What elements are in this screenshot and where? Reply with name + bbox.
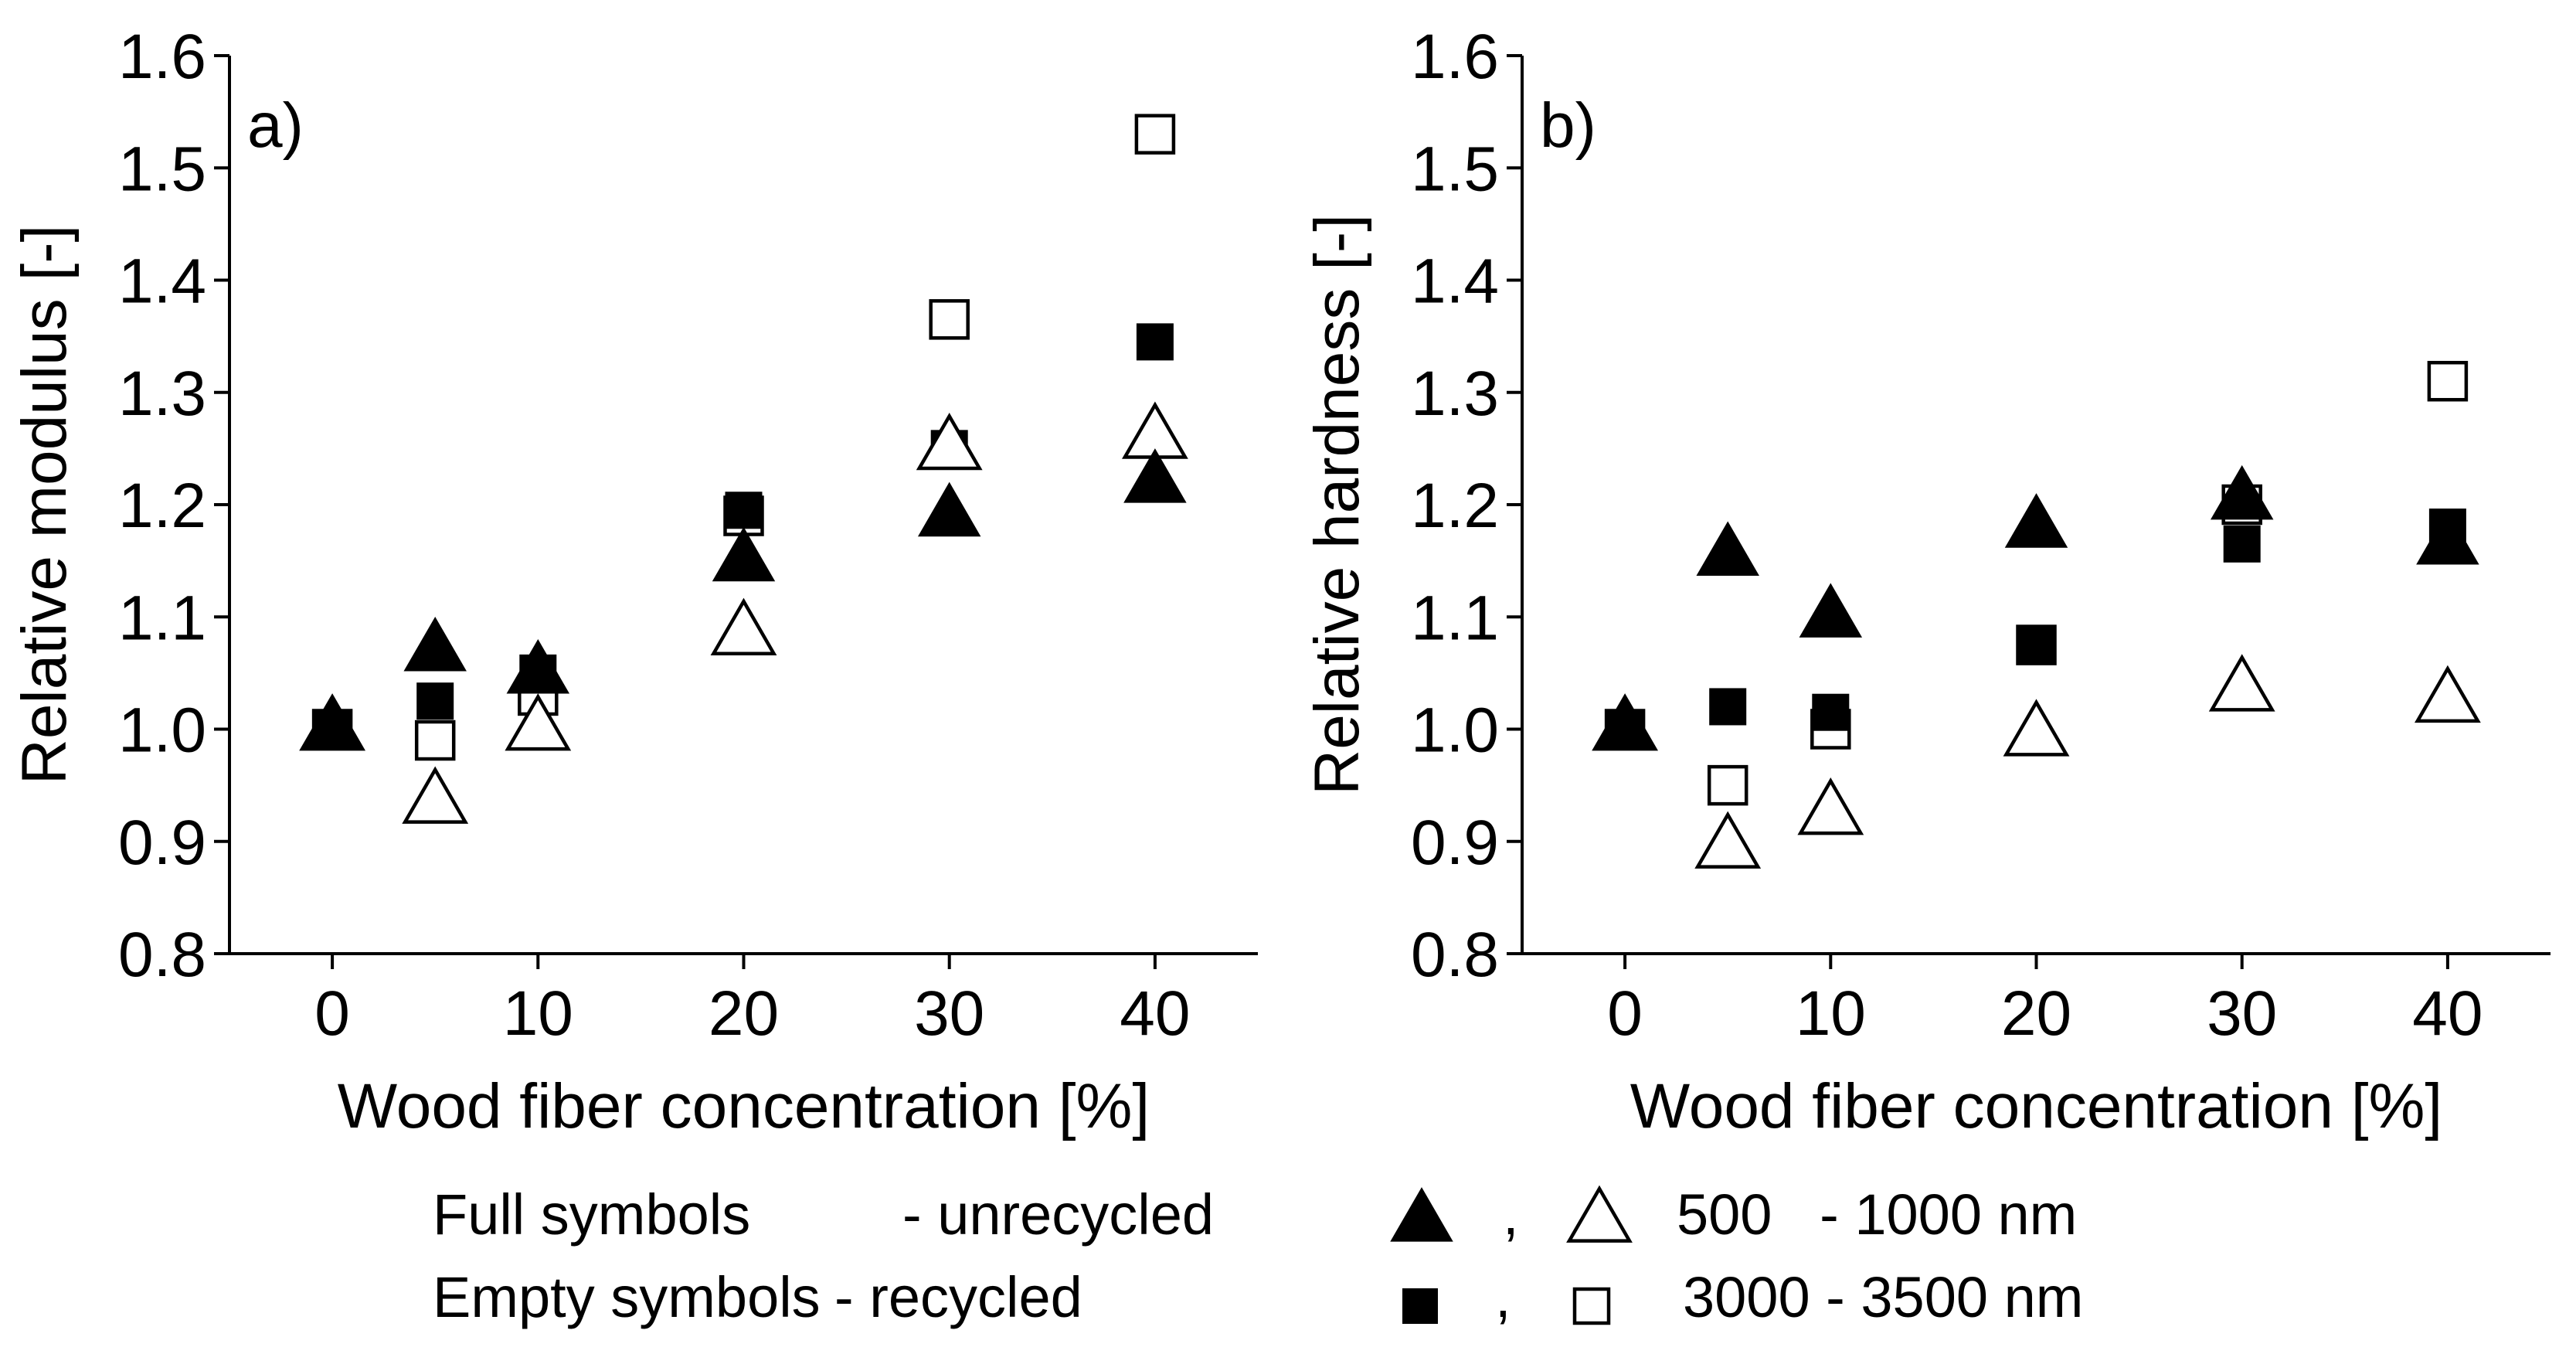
y-axis-label: Relative modulus [-] [9,225,80,785]
legend-size-large: 3000 - 3500 nm [1683,1265,2084,1329]
y-tick-label: 0.8 [118,920,206,990]
open-square-point [929,299,970,340]
legend-empty-symbols: Empty symbols [433,1265,821,1329]
legend-recycled: - recycled [834,1265,1082,1329]
legend-unrecycled: - unrecycled [902,1182,1215,1247]
legend-size-small: 500 - 1000 nm [1677,1182,2078,1247]
legend-filled-triangle-icon [1390,1187,1453,1242]
open-square-point [2427,360,2469,402]
open-square-point [414,720,456,761]
legend-open-triangle-icon [1566,1185,1633,1243]
filled-triangle-point [1799,583,1863,638]
filled-square-point [416,682,454,720]
x-tick-label: 20 [709,978,779,1049]
y-tick-label: 1.5 [118,134,206,204]
y-tick-label: 1.4 [1411,247,1499,317]
filled-triangle-point [403,616,467,672]
filled-square-point [725,492,763,529]
filled-square-point [1136,323,1174,361]
open-triangle-point [916,412,983,471]
x-tick-label: 10 [503,978,573,1049]
x-tick-label: 30 [914,978,984,1049]
filled-square-point [1812,693,1850,731]
y-tick-label: 1.0 [1411,696,1499,766]
open-square-point [1707,764,1748,806]
x-tick-label: 40 [1120,978,1190,1049]
x-tick-label: 40 [2412,978,2483,1049]
filled-triangle-point [506,638,570,694]
filled-triangle-point [712,526,776,582]
open-triangle-point [710,597,777,655]
x-tick-label: 20 [2001,978,2071,1049]
y-tick-label: 1.5 [1411,134,1499,204]
y-tick-label: 1.1 [1411,583,1499,653]
y-tick-label: 1.3 [1411,359,1499,429]
filled-triangle-point [301,695,364,750]
x-axis-label: Wood fiber concentration [%] [338,1071,1150,1141]
series-unrecycled-500-1000-nm [1593,464,2479,750]
y-tick-label: 1.6 [118,22,206,92]
y-tick-label: 1.3 [118,359,206,429]
chart-panel-a: 0.8 0.9 1.0 1.1 1.2 1.3 1.4 1.5 1.6 0 10 20 30 40 Wood… [9,22,1258,1141]
open-triangle-point [2208,654,2275,712]
y-tick-label: 1.4 [118,247,206,317]
open-triangle-point [1694,811,1762,869]
y-tick-label: 0.8 [1411,920,1499,990]
x-axis-label: Wood fiber concentration [%] [1630,1071,2442,1141]
x-tick-label: 0 [1607,978,1643,1049]
open-triangle-point [1797,777,1864,835]
open-triangle-point [402,766,469,824]
y-tick-label: 1.1 [118,583,206,653]
filled-triangle-point [1593,695,1657,750]
y-axis-label: Relative hardness [-] [1302,214,1372,795]
x-tick-label: 10 [1796,978,1866,1049]
y-tick-label: 1.2 [118,471,206,541]
filled-triangle-point [2416,509,2479,565]
y-tick-label: 1.2 [1411,471,1499,541]
open-triangle-point [2003,699,2070,757]
y-tick-label: 1.6 [1411,22,1499,92]
legend-comma-1: , [1503,1182,1519,1247]
filled-triangle-point [2210,464,2274,520]
y-tick-label: 0.9 [1411,808,1499,878]
open-triangle-point [505,693,572,751]
filled-triangle-point [917,481,981,537]
filled-square-point [1709,688,1747,726]
legend-filled-square-icon [1402,1288,1438,1324]
filled-square-point [2017,626,2055,664]
filled-triangle-point [1123,448,1187,503]
panel-label: a) [247,90,304,161]
legend-markers [1390,1185,1633,1325]
filled-triangle-point [2004,493,2068,548]
open-triangle-point [2415,665,2481,723]
chart-panel-b: 0.8 0.9 1.0 1.1 1.2 1.3 1.4 1.5 1.6 0 10 20 30 40 Wood… [1302,22,2551,1141]
filled-square-point [2223,525,2261,563]
series-unrecycled-500-1000-nm [301,448,1187,750]
legend-comma-2: , [1495,1265,1511,1329]
y-tick-label: 0.9 [118,808,206,878]
legend-open-square-icon [1572,1287,1611,1325]
filled-triangle-point [1696,521,1759,577]
legend-full-symbols: Full symbols [433,1182,751,1247]
panel-label: b) [1540,90,1596,161]
x-tick-label: 0 [314,978,350,1049]
x-tick-label: 30 [2207,978,2277,1049]
y-tick-label: 1.0 [118,696,206,766]
open-square-point [1134,114,1176,155]
